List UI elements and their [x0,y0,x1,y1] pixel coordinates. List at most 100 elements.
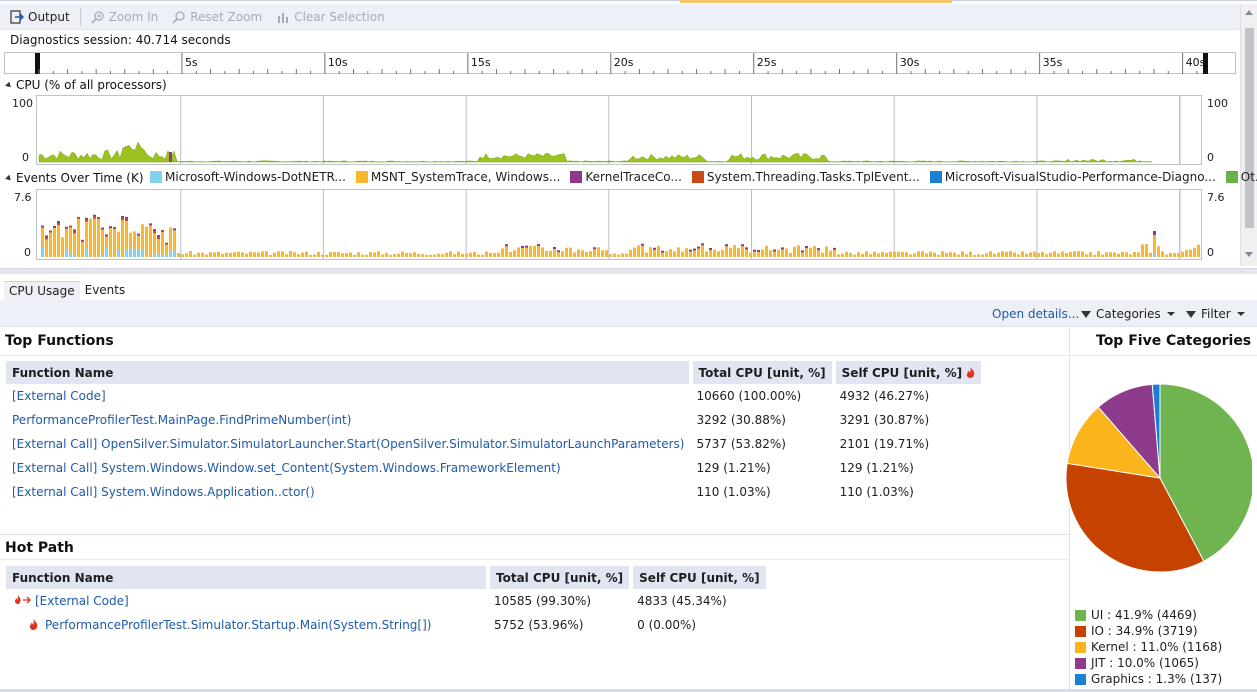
event-bar-segment [125,249,128,257]
event-bar-segment [697,248,700,257]
event-bar-segment [465,253,468,257]
graphs-scrollbar[interactable] [1240,4,1257,266]
event-bar-segment [281,251,284,257]
scroll-thumb[interactable] [1245,28,1254,228]
event-bar-segment [1061,251,1064,257]
scroll-down-icon[interactable] [1245,252,1253,257]
event-bar-segment [73,254,76,257]
event-bar-segment [681,251,684,257]
self-cpu-header-label: Self CPU [unit, %] [841,365,963,380]
event-bar-segment [117,249,120,257]
event-bar-segment [157,239,160,255]
tab-events[interactable]: Events [84,283,126,297]
zoom-in-button[interactable]: Zoom In [87,7,163,27]
table-row[interactable]: [External Call] System.Windows.Applicati… [6,480,983,504]
event-bar-segment [137,235,140,250]
event-bar-segment [857,252,860,257]
details-action-bar: Open details... Categories Filter [0,300,1257,327]
legend-swatch [1075,641,1086,653]
events-axis-min-right: 0 [1207,246,1214,259]
scroll-up-icon[interactable] [1245,10,1253,15]
function-name-cell[interactable]: [External Call] System.Windows.Window.se… [12,461,561,475]
table-row[interactable]: [External Code] 10660 (100.00%) 4932 (46.2… [6,384,983,408]
ruler-tick-label: 40s [1186,56,1206,69]
cpu-axis-max-left: 100 [12,97,33,110]
pie-slice-kernel[interactable] [1066,406,1162,479]
event-bar-segment [677,247,680,257]
function-name-cell[interactable]: [External Call] OpenSilver.Simulator.Sim… [12,437,685,451]
events-graph-label[interactable]: Events Over Time (K) [5,171,144,185]
open-details-link[interactable]: Open details... [992,307,1080,321]
event-bar-segment [365,254,368,257]
event-bar-segment [349,252,352,257]
filter-label: Filter [1201,307,1231,321]
column-header-self-cpu[interactable]: Self CPU [unit, %] [833,361,986,384]
event-bar-segment [65,249,68,257]
cpu-usage-graph[interactable] [36,95,1202,165]
event-bar-segment [489,252,492,257]
event-bar-segment [245,253,248,257]
function-name: PerformanceProfilerTest.Simulator.Startu… [45,618,432,632]
column-header-total-cpu[interactable]: Total CPU [unit, %] [488,566,634,589]
event-bar-segment [621,253,624,257]
function-name-cell[interactable]: PerformanceProfilerTest.Simulator.Startu… [6,613,488,637]
event-bar-segment [897,251,900,257]
legend-label: Graphics : 1.3% (137) [1091,672,1223,686]
self-cpu-cell: 3291 (30.87%) [839,413,930,427]
table-row[interactable]: [External Call] System.Windows.Window.se… [6,456,983,480]
output-button[interactable]: Output [6,7,74,27]
event-bar-segment [97,217,100,220]
table-row[interactable]: [External Call] OpenSilver.Simulator.Sim… [6,432,983,456]
function-name-cell[interactable]: [External Code] [6,589,488,613]
event-bar-segment [729,247,732,257]
event-bar-segment [725,244,728,247]
event-bar-segment [133,231,136,249]
event-bar-segment [561,251,564,257]
pane-splitter[interactable] [0,268,1257,274]
reset-zoom-button[interactable]: Reset Zoom [168,7,266,27]
collapse-triangle-icon[interactable] [5,174,13,183]
event-bar-segment [869,254,872,257]
pie-slice-graphics[interactable] [1151,383,1161,479]
event-bar-segment [1089,252,1092,257]
event-bar-segment [709,249,712,257]
collapse-triangle-icon[interactable] [5,81,13,90]
event-bar-segment [73,229,76,232]
event-bar-segment [733,245,736,257]
timeline-ruler[interactable]: 5s 10s 15s 20s 25s 30s 35s 40s [4,52,1236,74]
events-over-time-graph[interactable] [36,189,1202,260]
event-bar-segment [229,252,232,257]
event-bar-segment [41,225,44,228]
column-header-function-name[interactable]: Function Name [6,361,693,384]
ruler-tick-label: 15s [471,56,491,69]
total-cpu-cell: 5737 (53.82%) [696,437,786,451]
function-name-cell[interactable]: PerformanceProfilerTest.MainPage.FindPri… [12,413,352,427]
filter-dropdown[interactable]: Filter [1186,307,1245,321]
column-header-self-cpu[interactable]: Self CPU [unit, %] [631,566,770,589]
function-name-cell[interactable]: [External Code] [12,389,106,403]
self-cpu-cell: 129 (1.21%) [839,461,914,475]
categories-dropdown[interactable]: Categories [1081,307,1175,321]
table-row[interactable]: PerformanceProfilerTest.Simulator.Startu… [6,613,768,637]
ruler-tick-label: 20s [614,56,634,69]
event-bar-segment [593,247,596,250]
tab-cpu-usage[interactable]: CPU Usage [4,281,80,301]
legend-label: Microsoft-VisualStudio-Performance-Diagn… [944,170,1216,184]
event-bar-segment [397,253,400,257]
clear-selection-button[interactable]: Clear Selection [272,7,389,27]
column-header-total-cpu[interactable]: Total CPU [unit, %] [690,361,836,384]
event-bar-segment [529,246,532,257]
categories-legend: UI : 41.9% (4469) IO : 34.9% (3719) Kernel… [1075,607,1222,687]
function-name-cell[interactable]: [External Call] System.Windows.Applicati… [12,485,315,499]
pie-slice-io[interactable] [1066,462,1205,573]
cpu-graph-label[interactable]: CPU (% of all processors) [5,78,167,92]
event-bar-segment [701,243,704,246]
table-row[interactable]: PerformanceProfilerTest.MainPage.FindPri… [6,408,983,432]
column-header-function-name[interactable]: Function Name [6,566,490,589]
categories-pie-chart[interactable] [1066,380,1252,580]
table-row[interactable]: [External Code] 10585 (99.30%) 4833 (45.… [6,589,768,613]
total-cpu-cell: 10585 (99.30%) [494,594,592,608]
event-bar-segment [393,254,396,257]
pie-slice-ui[interactable] [1159,383,1252,562]
event-bar-segment [993,253,996,257]
